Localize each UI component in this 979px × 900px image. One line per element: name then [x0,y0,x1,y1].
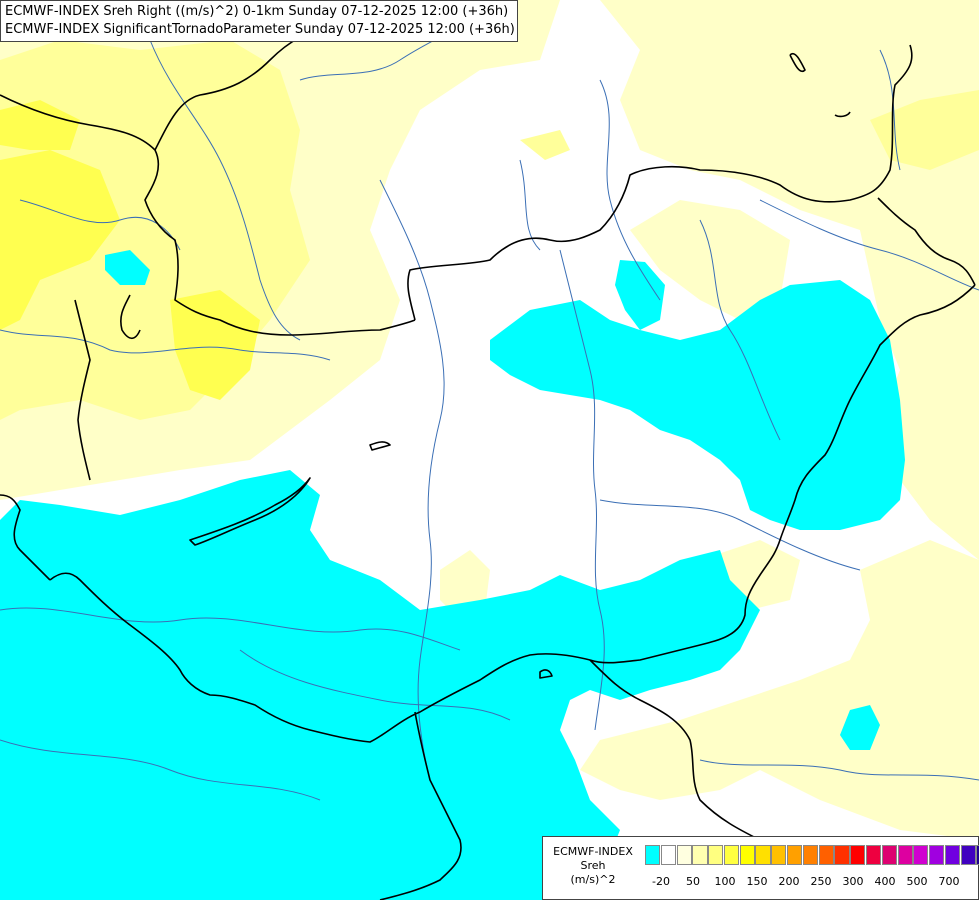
legend-tick-label: 300 [842,875,864,888]
legend-label: ECMWF-INDEX Sreh (m/s)^2 [545,845,641,887]
legend-swatch [881,845,897,865]
legend-swatch [929,845,945,865]
legend-title: ECMWF-INDEX [553,845,633,858]
legend-swatch [645,845,661,865]
legend-swatch [913,845,929,865]
legend-swatch [692,845,708,865]
title-line-2: ECMWF-INDEX SignificantTornadoParameter … [5,22,515,37]
legend-swatch [723,845,740,865]
yellow-regions [0,100,260,400]
legend-unit: (m/s)^2 [570,873,616,886]
legend-swatch [850,845,866,865]
legend-tick-label: 700 [938,875,960,888]
title-line-1: ECMWF-INDEX Sreh Right ((m/s)^2) 0-1km S… [5,4,509,19]
legend-swatch [944,845,961,865]
legend-swatch [676,845,692,865]
legend-tick-label: 500 [906,875,928,888]
legend-swatch [660,845,676,865]
legend-swatch [818,845,834,865]
legend-swatch [739,845,755,865]
legend-tick-label: 50 [686,875,700,888]
legend-swatch [897,845,913,865]
legend-swatch [755,845,771,865]
legend-swatch [802,845,818,865]
cyan-regions [0,250,905,900]
legend-swatch [960,845,976,865]
legend-tick-label: 400 [874,875,896,888]
map-title-box: ECMWF-INDEX Sreh Right ((m/s)^2) 0-1km S… [0,0,518,42]
legend-swatch [771,845,787,865]
legend-swatch [787,845,803,865]
legend-tick-label: 100 [714,875,736,888]
legend-tick-label: 250 [810,875,832,888]
legend-swatch [834,845,850,865]
legend-variable: Sreh [580,859,606,872]
river-lines [0,9,979,801]
legend-color-bar [645,845,979,865]
color-legend: ECMWF-INDEX Sreh (m/s)^2 -20 50 100 150 200 2… [542,836,979,900]
legend-swatch [865,845,882,865]
legend-tick-label: 150 [746,875,768,888]
legend-swatch [708,845,724,865]
legend-swatch [976,845,979,865]
legend-tick-label: -20 [652,875,670,888]
legend-tick-label: 200 [778,875,800,888]
